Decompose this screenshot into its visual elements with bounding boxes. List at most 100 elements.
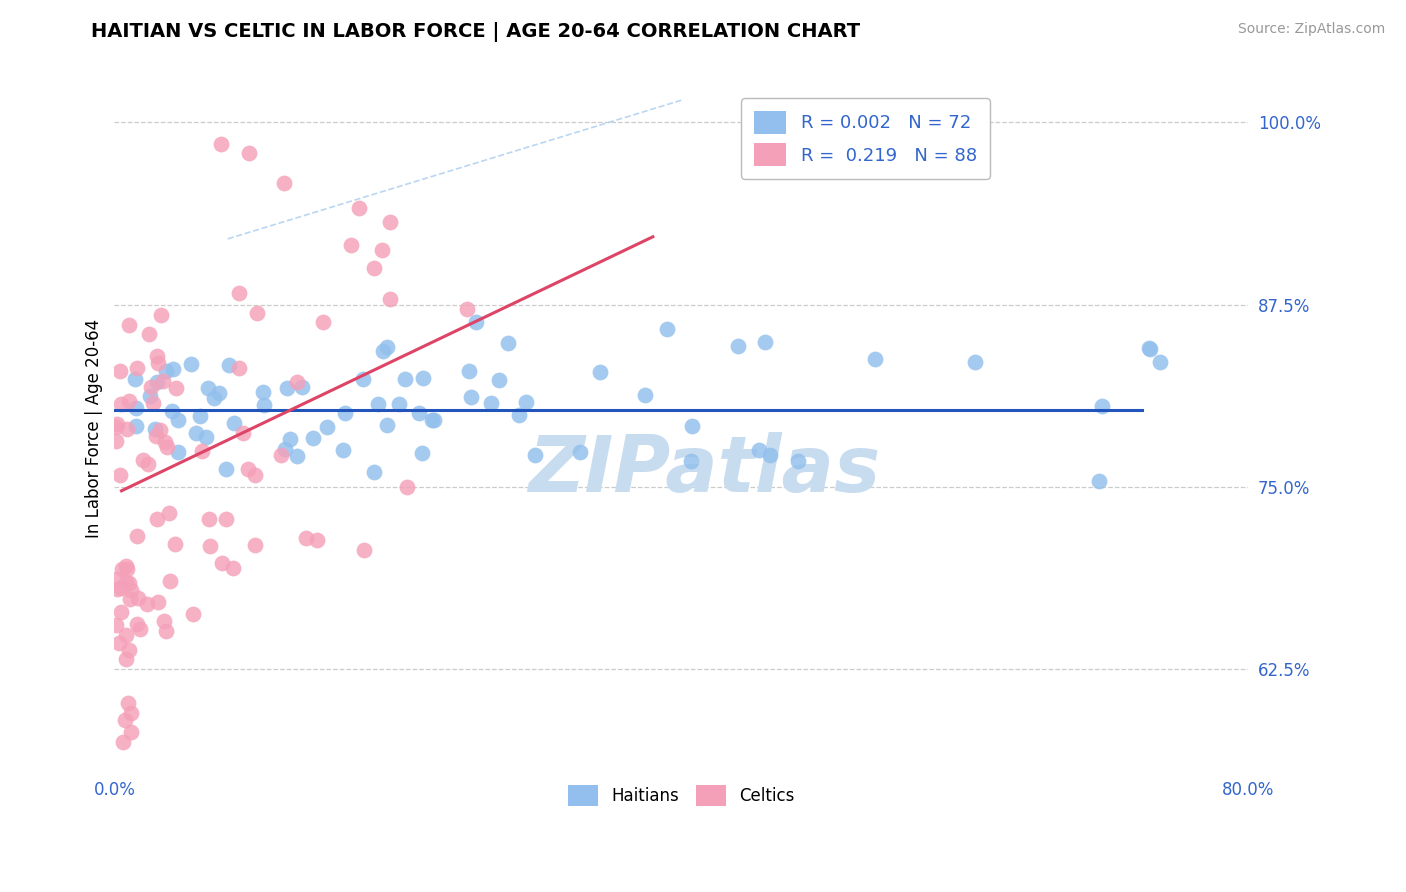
Point [1091,399,1114,413]
Point [155,435,177,450]
Point [245,538,267,552]
Point [108,636,131,650]
Y-axis label: In Labor Force | Age 20-64: In Labor Force | Age 20-64 [86,319,103,538]
Point [124,371,146,385]
Point [394,372,416,386]
Point [285,449,308,463]
Point [786,454,808,468]
Point [218,358,240,372]
Point [146,512,169,526]
Point [167,412,190,426]
Point [194,430,217,444]
Point [180,357,202,371]
Point [246,306,269,320]
Point [412,370,434,384]
Point [114,652,136,666]
Point [146,349,169,363]
Point [145,429,167,443]
Point [117,422,139,436]
Point [129,622,152,636]
Point [197,381,219,395]
Point [110,605,132,619]
Point [479,395,502,409]
Point [191,444,214,458]
Point [408,406,430,420]
Point [353,543,375,558]
Point [120,725,142,739]
Point [388,397,411,411]
Point [316,419,339,434]
Point [458,364,481,378]
Point [120,591,142,606]
Point [291,380,314,394]
Point [456,301,478,316]
Point [152,374,174,388]
Point [120,706,142,720]
Point [159,574,181,588]
Point [363,261,385,276]
Point [208,386,231,401]
Point [568,444,591,458]
Point [224,416,246,430]
Point [1139,342,1161,356]
Point [139,380,162,394]
Point [198,512,221,526]
Point [108,364,131,378]
Point [1149,355,1171,369]
Point [114,714,136,728]
Point [167,445,190,459]
Point [136,457,159,471]
Point [1087,474,1109,488]
Point [759,448,782,462]
Point [127,617,149,632]
Point [110,397,132,411]
Point [515,395,537,409]
Point [139,389,162,403]
Point [655,322,678,336]
Point [202,391,225,405]
Point [727,338,749,352]
Point [105,417,128,432]
Point [349,201,371,215]
Point [184,426,207,441]
Text: HAITIAN VS CELTIC IN LABOR FORCE | AGE 20-64 CORRELATION CHART: HAITIAN VS CELTIC IN LABOR FORCE | AGE 2… [91,22,860,42]
Point [243,467,266,482]
Point [115,574,138,589]
Point [420,413,443,427]
Point [188,409,211,424]
Point [214,512,236,526]
Point [748,442,770,457]
Point [115,562,138,576]
Point [232,426,254,441]
Point [273,442,295,456]
Point [146,375,169,389]
Point [181,607,204,622]
Point [965,355,987,369]
Point [253,398,276,412]
Point [105,434,128,448]
Point [209,136,232,151]
Point [165,381,187,395]
Point [138,326,160,341]
Point [238,145,260,160]
Point [222,561,245,575]
Point [105,618,128,632]
Point [302,431,325,445]
Point [332,443,354,458]
Point [238,462,260,476]
Point [157,506,180,520]
Point [110,468,132,483]
Point [162,362,184,376]
Point [211,556,233,570]
Point [228,285,250,300]
Point [118,318,141,333]
Point [155,624,177,638]
Point [396,480,419,494]
Point [146,356,169,370]
Point [118,643,141,657]
Point [120,583,142,598]
Text: Source: ZipAtlas.com: Source: ZipAtlas.com [1237,22,1385,37]
Point [228,361,250,376]
Point [589,365,612,379]
Point [681,419,703,434]
